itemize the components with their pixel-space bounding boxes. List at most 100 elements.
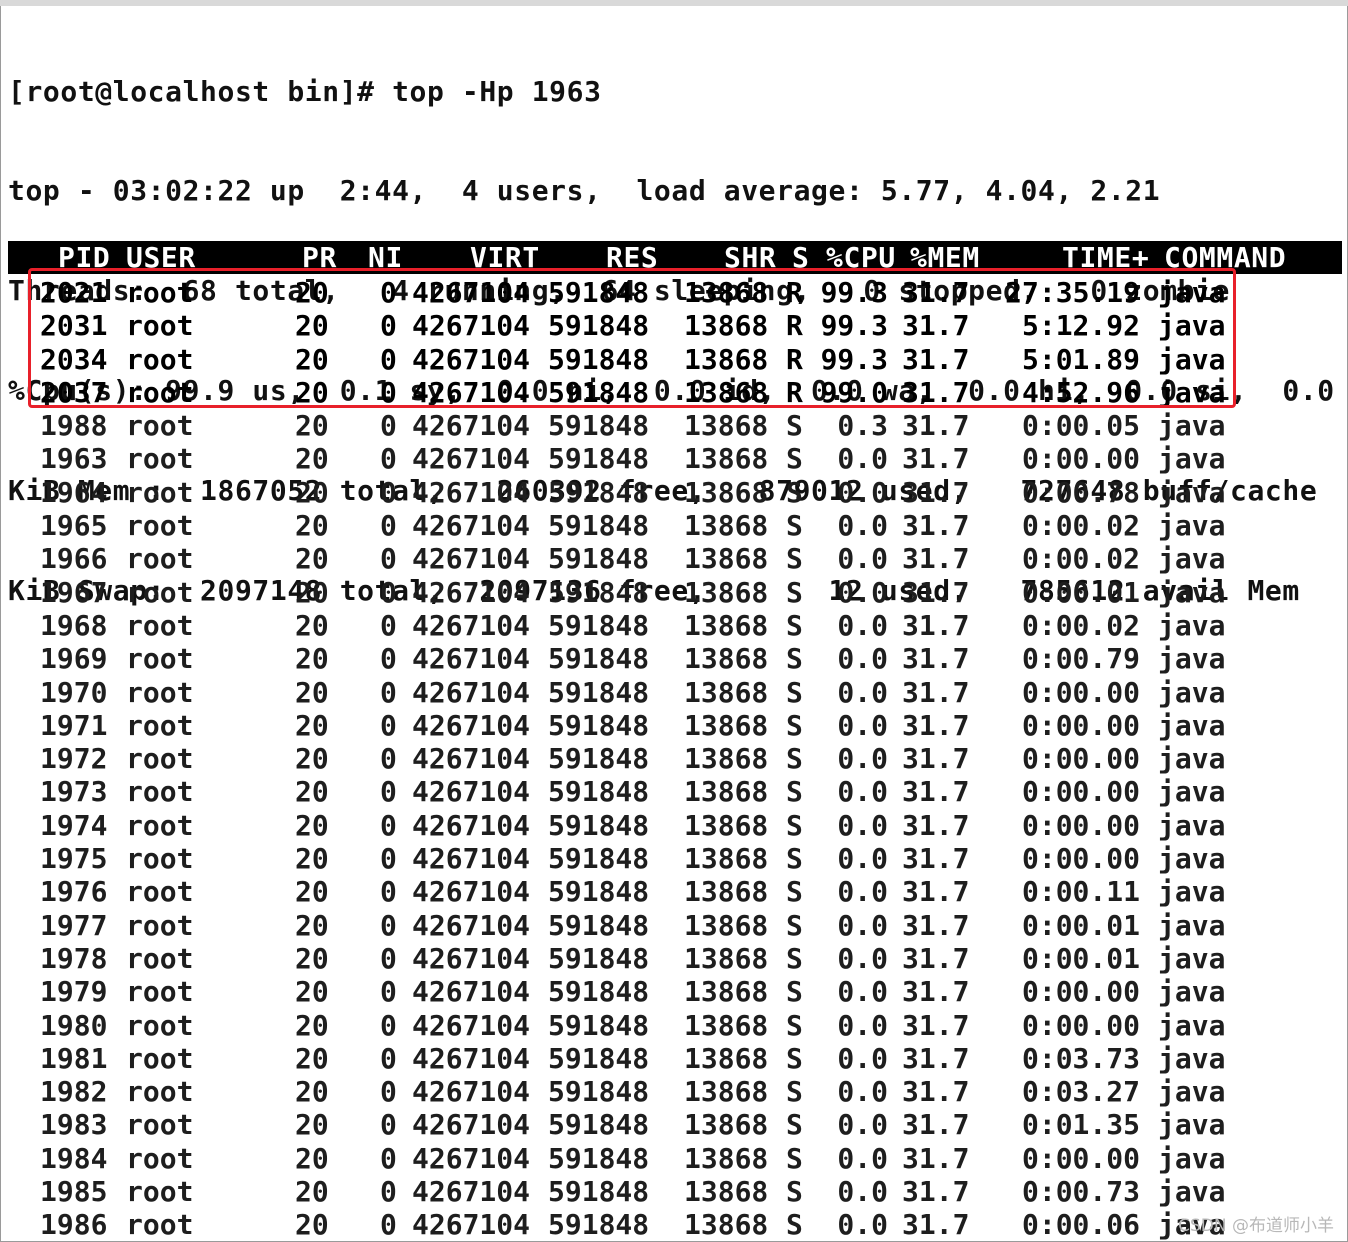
cell-s: S [786,608,803,642]
cell-s: S [786,575,803,609]
cell-virt: 4267104 [412,575,531,609]
cell-res: 591848 [548,842,650,876]
cell-user: root [126,276,194,309]
cell-cpu: 0.0 [837,941,888,975]
cell-virt: 4267104 [412,842,531,876]
cell-mem: 31.7 [902,675,970,709]
cell-pid: 1980 [40,1008,108,1042]
threads-line: Threads: 68 total, 4 running, 64 sleepin… [8,274,1231,308]
cell-pr: 20 [295,509,329,543]
cell-s: S [786,941,803,975]
cell-user: root [126,1075,194,1109]
cell-virt: 4267104 [412,542,531,576]
cell-pid: 1976 [40,875,108,909]
cell-mem: 31.7 [902,276,970,309]
cell-shr: 13868 [684,542,769,576]
cell-time: 0:00.11 [1021,875,1140,909]
cell-res: 591848 [548,742,650,776]
cell-user: root [126,1141,194,1175]
cell-time: 0:03.73 [1021,1041,1140,1075]
cell-cmd: java [1158,1208,1226,1242]
cell-shr: 13868 [684,975,769,1009]
cell-mem: 31.7 [902,442,970,476]
cell-s: S [786,509,803,543]
cell-user: root [126,742,194,776]
cell-s: S [786,1075,803,1109]
cell-pr: 20 [295,842,329,876]
cell-pid: 1969 [40,642,108,676]
cell-ni: 0 [380,842,397,876]
cell-user: root [126,309,194,343]
cell-s: S [786,708,803,742]
cell-cmd: java [1158,941,1226,975]
cell-time: 0:00.02 [1021,608,1140,642]
cell-virt: 4267104 [412,975,531,1009]
cell-res: 591848 [548,642,650,676]
cell-cmd: java [1158,342,1226,376]
cell-res: 591848 [548,941,650,975]
cell-virt: 4267104 [412,442,531,476]
cell-cmd: java [1158,808,1226,842]
cell-pr: 20 [295,276,329,309]
cell-cmd: java [1158,575,1226,609]
cell-pid: 1977 [40,908,108,942]
cell-user: root [126,775,194,809]
cell-shr: 13868 [684,808,769,842]
cell-mem: 31.7 [902,708,970,742]
cell-pr: 20 [295,542,329,576]
cell-pr: 20 [295,875,329,909]
cell-cmd: java [1158,309,1226,343]
cell-pr: 20 [295,1175,329,1209]
cell-shr: 13868 [684,342,769,376]
cell-ni: 0 [380,509,397,543]
cell-cpu: 0.0 [837,708,888,742]
cell-shr: 13868 [684,742,769,776]
cell-virt: 4267104 [412,1075,531,1109]
header-pr: PR [302,241,337,274]
table-row: 1969 root 20 0 4267104 591848 13868 S 0.0 31.7 0:0… [0,642,1348,675]
cell-mem: 31.7 [902,808,970,842]
cell-shr: 13868 [684,1075,769,1109]
cell-cpu: 0.0 [837,975,888,1009]
cell-pid: 1970 [40,675,108,709]
table-row: 2021 root 20 0 4267104 591848 13868 R 99.3 31.7 27… [0,276,1348,309]
cell-user: root [126,442,194,476]
cell-virt: 4267104 [412,642,531,676]
cell-s: S [786,642,803,676]
table-row: 1986 root 20 0 4267104 591848 13868 S 0.0 31.7 0:0… [0,1208,1348,1241]
cell-user: root [126,941,194,975]
cell-pr: 20 [295,1075,329,1109]
table-row: 1971 root 20 0 4267104 591848 13868 S 0.0 31.7 0:0… [0,709,1348,742]
cell-shr: 13868 [684,276,769,309]
cell-mem: 31.7 [902,742,970,776]
cell-shr: 13868 [684,941,769,975]
cell-cpu: 0.0 [837,608,888,642]
header-shr: SHR [724,241,777,274]
cell-virt: 4267104 [412,276,531,309]
cell-mem: 31.7 [902,908,970,942]
cell-virt: 4267104 [412,908,531,942]
table-row: 2031 root 20 0 4267104 591848 13868 R 99.3 31.7 5:… [0,309,1348,342]
cell-res: 591848 [548,442,650,476]
cell-time: 0:00.00 [1021,1008,1140,1042]
table-row: 1963 root 20 0 4267104 591848 13868 S 0.0 31.7 0:0… [0,442,1348,475]
table-row: 2034 root 20 0 4267104 591848 13868 R 99.3 31.7 5:… [0,343,1348,376]
cell-s: S [786,875,803,909]
cell-s: S [786,1208,803,1242]
table-row: 1988 root 20 0 4267104 591848 13868 S 0.3 31.7 0:0… [0,409,1348,442]
cell-cmd: java [1158,1141,1226,1175]
cell-res: 591848 [548,1208,650,1242]
cell-cpu: 0.0 [837,575,888,609]
cell-cmd: java [1158,742,1226,776]
cell-s: S [786,1108,803,1142]
cell-cmd: java [1158,542,1226,576]
cell-virt: 4267104 [412,875,531,909]
header-user: USER [126,241,196,274]
cell-s: S [786,409,803,443]
cell-virt: 4267104 [412,941,531,975]
cell-s: S [786,1175,803,1209]
cell-ni: 0 [380,375,397,409]
cell-ni: 0 [380,675,397,709]
cell-ni: 0 [380,309,397,343]
cell-pid: 1979 [40,975,108,1009]
